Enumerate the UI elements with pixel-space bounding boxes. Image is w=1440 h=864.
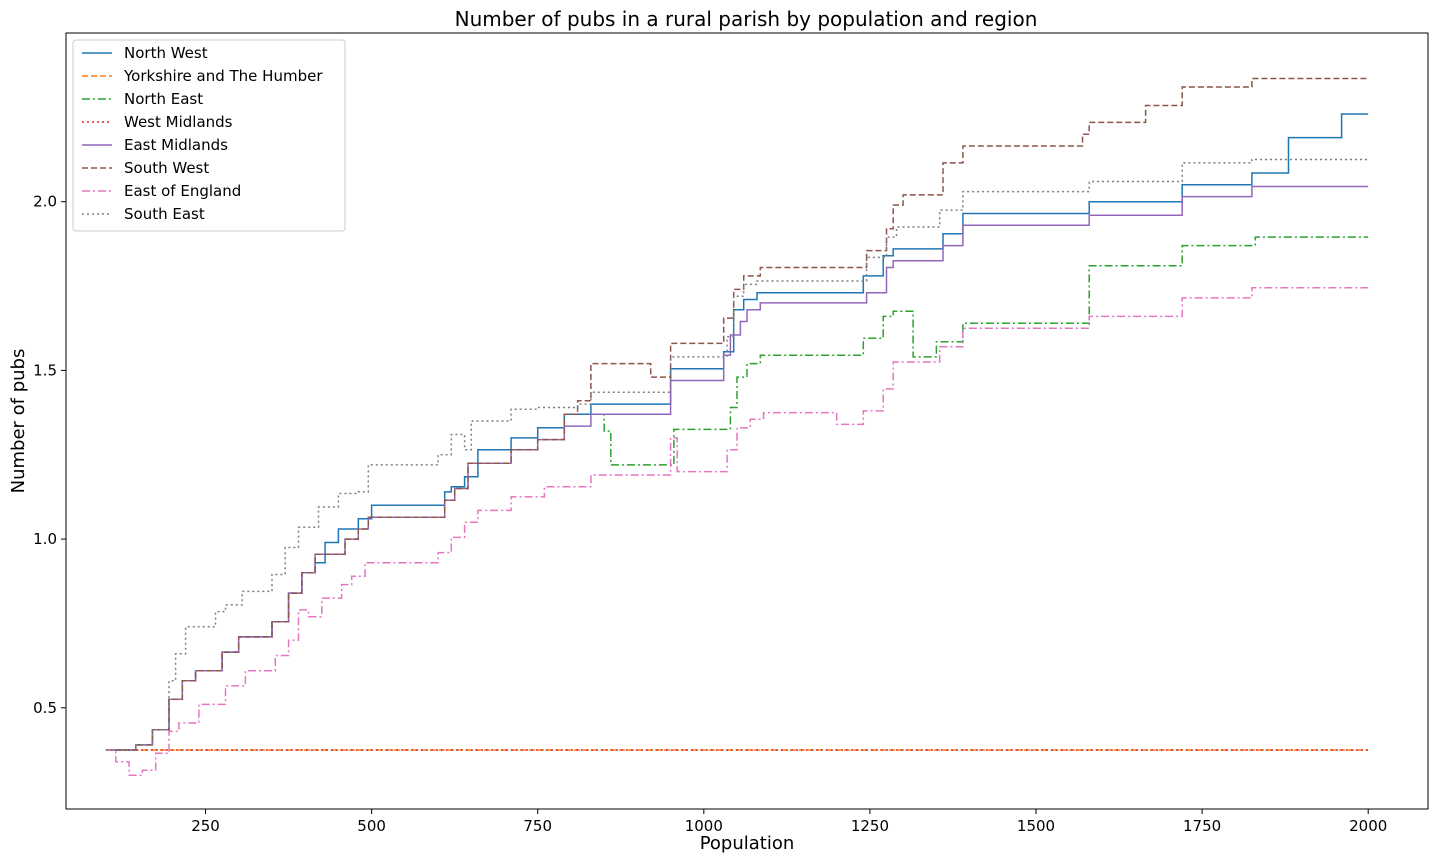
x-tick-label: 1500 [1017, 817, 1055, 835]
y-axis: 0.5 1.0 1.5 2.0 [33, 193, 66, 717]
x-tick-label: 1000 [685, 817, 723, 835]
x-tick-label: 500 [357, 817, 386, 835]
plot-frame [65, 32, 1429, 810]
series-line-6 [105, 286, 1369, 777]
legend-entry-label: West Midlands [124, 113, 233, 131]
y-tick-label: 1.5 [33, 361, 57, 379]
legend: North West Yorkshire and The Humber North … [72, 39, 346, 232]
legend-entry-label: East Midlands [124, 136, 228, 154]
legend-entry-label: North West [124, 44, 208, 62]
legend-box [72, 39, 346, 232]
x-tick-label: 1250 [851, 817, 889, 835]
x-tick-label: 750 [523, 817, 552, 835]
x-axis-label: Population [700, 833, 795, 854]
series-line-2 [597, 236, 1369, 466]
series-line-4 [105, 185, 1369, 751]
y-tick-label: 1.0 [33, 530, 57, 548]
legend-entry-label: South East [124, 205, 205, 223]
x-tick-label: 2000 [1349, 817, 1387, 835]
legend-entry-label: North East [124, 90, 203, 108]
x-axis: 250 500 750 1000 1250 1500 1750 2000 [191, 809, 1387, 835]
series-line-7 [105, 158, 1369, 751]
y-tick-label: 2.0 [33, 193, 57, 211]
y-tick-label: 0.5 [33, 699, 57, 717]
x-tick-label: 1750 [1183, 817, 1221, 835]
chart-title: Number of pubs in a rural parish by popu… [455, 7, 1038, 31]
plot-area [105, 77, 1369, 777]
legend-entry-label: East of England [124, 182, 241, 200]
x-tick-label: 250 [191, 817, 220, 835]
legend-entry-label: South West [124, 159, 209, 177]
legend-entry-label: Yorkshire and The Humber [123, 67, 323, 85]
y-axis-label: Number of pubs [8, 349, 29, 494]
series-line-5 [105, 77, 1369, 751]
